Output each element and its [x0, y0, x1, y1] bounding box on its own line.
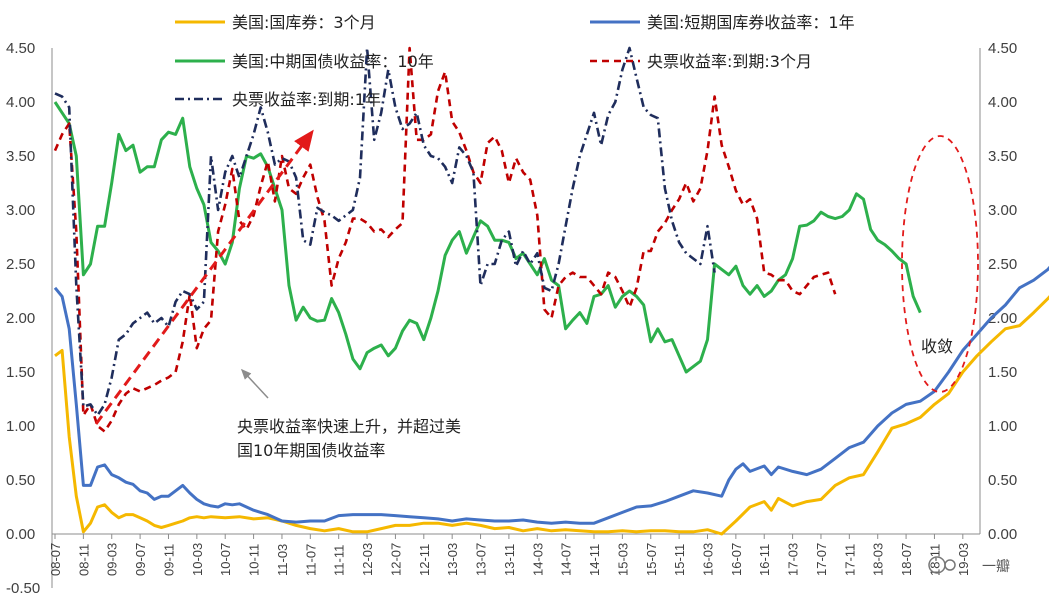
- x-tick-label: 11-11: [332, 545, 347, 576]
- y-left-tick-label: 2.50: [6, 256, 35, 273]
- x-tick-label: 18-11: [927, 544, 942, 576]
- x-tick-label: 14-03: [530, 543, 545, 576]
- annotation-converge: 收敛: [921, 337, 953, 356]
- y-right-tick-label: 3.50: [988, 148, 1017, 165]
- watermark: 一瓣: [928, 556, 1010, 575]
- x-tick-label: 16-03: [700, 543, 715, 576]
- y-left-tick-label: 0.50: [6, 472, 35, 489]
- x-tick-label: 09-03: [105, 543, 120, 576]
- y-right-tick-label: 4.50: [988, 40, 1017, 57]
- x-tick-label: 10-03: [190, 543, 205, 576]
- annotation-pointer-arrow: [240, 368, 269, 399]
- x-tick-label: 12-07: [388, 543, 403, 576]
- y-right-tick-label: 1.50: [988, 364, 1017, 381]
- y-left-tick-label: 1.50: [6, 364, 35, 381]
- x-tick-label: 18-07: [899, 543, 914, 576]
- x-tick-label: 15-07: [644, 543, 659, 576]
- legend-label-2: 美国:短期国库券收益率：1年: [647, 13, 855, 32]
- annotation-rise-line1: 央票收益率快速上升，并超过美: [237, 417, 461, 436]
- x-tick-label: 16-07: [729, 543, 744, 576]
- x-tick-label: 10-07: [218, 543, 233, 576]
- x-tick-label: 15-11: [672, 544, 687, 576]
- x-tick-label: 08-07: [48, 543, 63, 576]
- series-line-4: [53, 46, 837, 433]
- axes: [51, 48, 981, 588]
- x-tick-label: 09-11: [161, 544, 176, 576]
- y-left-tick-label: -0.50: [6, 580, 40, 597]
- y-axis-right: 0.000.501.001.502.002.503.003.504.004.50: [988, 40, 1017, 543]
- y-right-tick-label: 2.50: [988, 256, 1017, 273]
- x-tick-label: 16-11: [757, 544, 772, 576]
- x-tick-label: 19-03: [956, 543, 971, 576]
- series-line-2: [53, 265, 1049, 525]
- x-tick-label: 11-03: [275, 544, 290, 576]
- x-tick-label: 11-07: [303, 544, 318, 576]
- converge-ellipse: [901, 135, 979, 393]
- y-left-tick-label: 3.50: [6, 148, 35, 165]
- y-left-tick-label: 2.00: [6, 310, 35, 327]
- y-right-tick-label: 4.00: [988, 94, 1017, 111]
- annotation-rise-line2: 国10年期国债收益率: [237, 441, 385, 460]
- x-tick-label: 17-03: [786, 543, 801, 576]
- x-axis: 08-07 08-11 09-03 09-07 09-11 10-03 10-07 10-11…: [48, 534, 971, 576]
- watermark-text: 一瓣: [982, 559, 1010, 575]
- y-left-tick-label: 0.00: [6, 526, 35, 543]
- x-tick-label: 10-11: [247, 544, 262, 576]
- x-tick-label: 17-07: [814, 543, 829, 576]
- series-line-5: [54, 46, 716, 417]
- x-tick-label: 18-03: [871, 543, 886, 576]
- y-right-tick-label: 0.00: [988, 526, 1017, 543]
- legend-label-1: 美国:国库券：3个月: [232, 13, 376, 32]
- x-tick-label: 14-07: [559, 543, 574, 576]
- y-left-tick-label: 3.00: [6, 202, 35, 219]
- x-tick-label: 15-03: [615, 543, 630, 576]
- legend-label-3: 美国:中期国债收益率：10年: [232, 52, 434, 71]
- x-tick-label: 13-11: [502, 544, 517, 576]
- x-tick-label: 14-11: [587, 544, 602, 576]
- series-line-1: [54, 295, 1049, 536]
- legend-label-4: 央票收益率:到期:3个月: [647, 52, 812, 71]
- y-left-tick-label: 4.50: [6, 40, 35, 57]
- y-axis-left: -0.50 0.00 0.50 1.00 1.50 2.00 2.50 3.00 3.50 4.0…: [6, 40, 40, 597]
- y-right-tick-label: 1.00: [988, 418, 1017, 435]
- x-tick-label: 17-11: [842, 544, 857, 576]
- x-tick-label: 13-03: [445, 543, 460, 576]
- watermark-logo-dot-icon: [944, 559, 956, 571]
- x-tick-label: 12-03: [360, 543, 375, 576]
- series-group: [53, 46, 1049, 536]
- series-line-3: [53, 101, 922, 374]
- x-tick-label: 12-11: [417, 544, 432, 576]
- x-tick-label: 08-11: [76, 544, 91, 576]
- y-right-tick-label: 3.00: [988, 202, 1017, 219]
- x-tick-label: 09-07: [133, 543, 148, 576]
- trend-arrow: [94, 129, 314, 425]
- y-left-tick-label: 1.00: [6, 418, 35, 435]
- legend-label-5: 央票收益率:到期:1年: [232, 90, 381, 109]
- y-right-tick-label: 0.50: [988, 472, 1017, 489]
- y-left-tick-label: 4.00: [6, 94, 35, 111]
- x-tick-label: 13-07: [474, 543, 489, 576]
